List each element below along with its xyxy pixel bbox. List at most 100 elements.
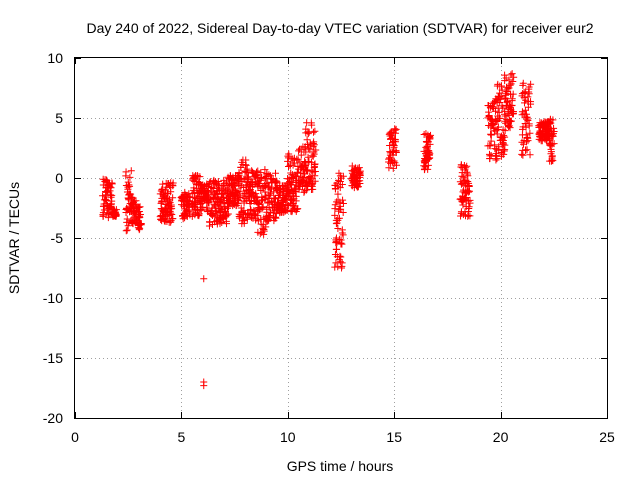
data-point: [485, 108, 493, 116]
data-point: [112, 212, 120, 220]
data-point: [354, 183, 362, 191]
data-point: [262, 223, 270, 231]
data-point: [495, 108, 503, 116]
y-tick-label: -20: [43, 410, 63, 426]
data-point: [136, 210, 144, 218]
data-point: [223, 220, 231, 228]
data-point: [167, 209, 175, 217]
data-point: [311, 127, 319, 135]
data-point: [463, 168, 471, 176]
data-point: [426, 140, 434, 148]
data-point: [497, 82, 505, 90]
data-point: [294, 205, 302, 213]
data-point: [108, 180, 116, 188]
data-point: [262, 180, 270, 188]
data-point: [339, 196, 347, 204]
data-point: [223, 204, 231, 212]
data-point: [261, 166, 269, 174]
data-point: [236, 187, 244, 195]
data-point: [306, 146, 314, 154]
data-point: [465, 203, 473, 211]
data-point: [464, 187, 472, 195]
data-point: [311, 168, 319, 176]
data-point: [508, 101, 516, 109]
data-point: [224, 210, 232, 218]
data-point: [190, 184, 198, 192]
data-point: [287, 169, 295, 177]
data-point: [497, 152, 505, 160]
data-point: [546, 120, 554, 128]
data-point: [493, 155, 501, 163]
data-point: [549, 157, 557, 165]
data-point: [211, 212, 219, 220]
data-point: [527, 100, 535, 108]
data-point: [525, 90, 533, 98]
data-point: [235, 196, 243, 204]
data-point: [500, 140, 508, 148]
y-tick-label: 0: [55, 170, 63, 186]
data-point: [510, 73, 518, 81]
data-point: [356, 170, 364, 178]
data-point: [426, 150, 434, 158]
data-point: [337, 253, 345, 261]
data-point: [309, 185, 317, 193]
plot-frame: [74, 57, 608, 419]
data-point: [205, 222, 213, 230]
data-point: [272, 169, 280, 177]
data-point: [127, 190, 135, 198]
data-point: [356, 180, 364, 188]
data-point: [243, 165, 251, 173]
data-point: [335, 214, 343, 222]
x-tick-label: 10: [280, 429, 296, 445]
data-point: [124, 222, 132, 230]
data-point: [424, 155, 432, 163]
data-point: [260, 230, 268, 238]
data-point: [205, 179, 213, 187]
x-tick-label: 25: [599, 429, 615, 445]
data-point: [199, 181, 207, 189]
x-axis-label: GPS time / hours: [287, 458, 394, 474]
data-point: [303, 166, 311, 174]
data-point: [167, 179, 175, 187]
data-point: [334, 190, 342, 198]
data-point: [462, 164, 470, 172]
data-point: [200, 275, 208, 283]
data-point: [218, 183, 226, 191]
data-point: [284, 157, 292, 165]
data-point: [339, 208, 347, 216]
data-point: [492, 127, 500, 135]
data-point: [508, 70, 516, 78]
data-point: [199, 203, 207, 211]
data-point: [104, 214, 112, 222]
data-point: [232, 189, 240, 197]
data-point: [169, 215, 177, 223]
data-point: [505, 76, 513, 84]
data-point: [521, 106, 529, 114]
data-point: [463, 162, 471, 170]
data-point: [191, 193, 199, 201]
data-point: [494, 123, 502, 131]
data-point: [129, 220, 137, 228]
data-point: [526, 151, 534, 159]
data-point: [334, 224, 342, 232]
data-point: [491, 141, 499, 149]
data-point: [509, 90, 517, 98]
data-point: [304, 153, 312, 161]
data-point: [338, 240, 346, 248]
data-point: [338, 180, 346, 188]
data-point: [99, 175, 107, 183]
data-point: [188, 212, 196, 220]
data-point: [506, 81, 514, 89]
data-point: [466, 199, 474, 207]
data-point: [509, 107, 517, 115]
data-point: [501, 71, 509, 79]
data-point: [348, 162, 356, 170]
data-point: [525, 122, 533, 130]
data-point: [165, 195, 173, 203]
x-tick-label: 5: [178, 429, 186, 445]
data-point: [311, 177, 319, 185]
data-point: [126, 173, 134, 181]
y-axis-label: SDTVAR / TECUs: [6, 182, 22, 294]
data-point: [307, 174, 315, 182]
